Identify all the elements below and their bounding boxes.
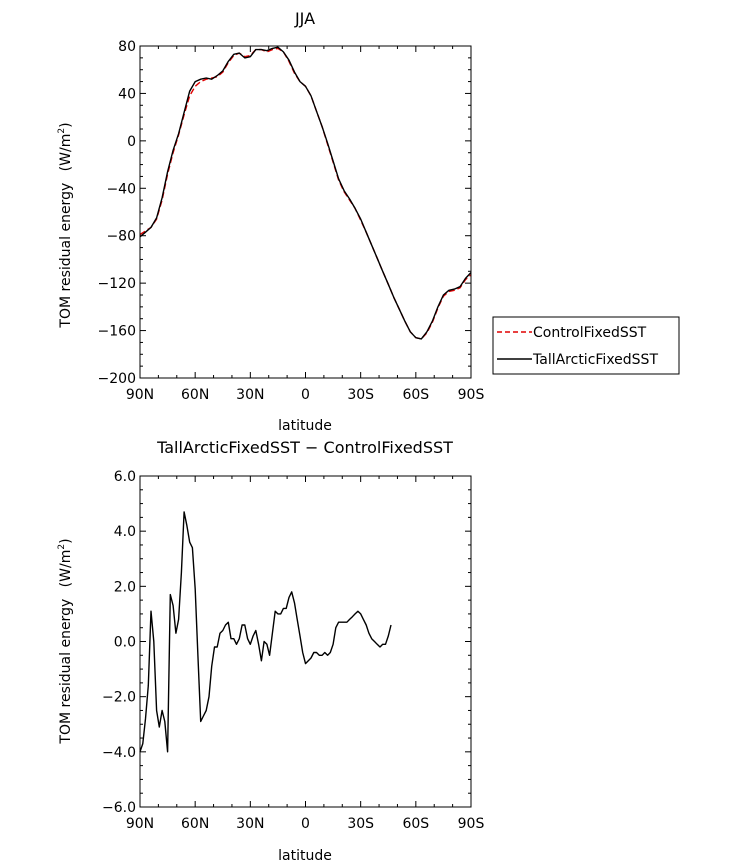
y-tick-label: −6.0 xyxy=(102,800,136,816)
series-line-difference xyxy=(139,511,392,753)
legend-label-tallarctic: TallArcticFixedSST xyxy=(532,352,658,368)
bottom-chart-title: TallArcticFixedSST − ControlFixedSST xyxy=(156,438,453,457)
top-y-axis-unit: (W/m xyxy=(58,134,74,172)
x-tick-label: 30S xyxy=(347,816,374,832)
top-x-ticks: 90N 60N 30N 0 30S 60S 90S xyxy=(126,46,485,403)
y-tick-label: −2.0 xyxy=(102,690,136,706)
x-tick-label: 0 xyxy=(301,387,310,403)
y-tick-label: −160 xyxy=(98,324,136,340)
series-line-tallarcticfixedsst xyxy=(139,46,472,340)
top-legend: ControlFixedSST TallArcticFixedSST xyxy=(492,316,680,375)
top-y-axis-label: TOM residual energy (W/m2) xyxy=(57,122,74,328)
legend-label-control: ControlFixedSST xyxy=(533,325,647,341)
y-tick-label: 80 xyxy=(118,39,136,55)
top-panel: JJA TOM residual energy (W/m2) 80 40 0 −40 −… xyxy=(57,9,680,434)
y-tick-label: −80 xyxy=(106,229,136,245)
bottom-y-axis-title: TOM residual energy xyxy=(58,599,74,745)
y-tick-label: 0 xyxy=(127,134,136,150)
top-y-axis-title: TOM residual energy xyxy=(58,183,74,329)
x-tick-label: 60N xyxy=(181,387,209,403)
bottom-plot-frame xyxy=(139,475,472,808)
top-y-axis-unit-close: ) xyxy=(58,122,74,127)
bottom-x-ticks: 90N 60N 30N 0 30S 60S 90S xyxy=(126,476,485,832)
x-tick-label: 90N xyxy=(126,387,154,403)
y-tick-label: 2.0 xyxy=(114,579,136,595)
top-x-axis-label: latitude xyxy=(278,418,332,434)
top-y-axis-unit-exponent: 2 xyxy=(57,128,67,134)
bottom-x-axis-label: latitude xyxy=(278,848,332,864)
x-tick-label: 60N xyxy=(181,816,209,832)
bottom-y-axis-unit: (W/m xyxy=(58,550,74,588)
y-tick-label: −4.0 xyxy=(102,745,136,761)
legend-box xyxy=(492,316,680,375)
bottom-y-axis-unit-close: ) xyxy=(58,538,74,543)
y-tick-label: 40 xyxy=(118,86,136,102)
top-y-ticks: 80 40 0 −40 −80 −120 −160 −200 xyxy=(98,39,471,387)
x-tick-label: 30N xyxy=(236,816,264,832)
bottom-panel: TallArcticFixedSST − ControlFixedSST TOM… xyxy=(57,438,484,864)
svg-text:TOM residual energy (W: TOM residual energy (W/m2) xyxy=(57,538,74,744)
y-tick-label: −120 xyxy=(98,276,136,292)
bottom-y-axis-unit-exponent: 2 xyxy=(57,544,67,550)
x-tick-label: 0 xyxy=(301,816,310,832)
y-tick-label: 4.0 xyxy=(114,524,136,540)
bottom-y-axis-label: TOM residual energy (W/m2) xyxy=(57,538,74,744)
x-tick-label: 60S xyxy=(402,816,429,832)
x-tick-label: 90S xyxy=(458,387,485,403)
svg-text:TOM residual energy (W: TOM residual energy (W/m2) xyxy=(57,122,74,328)
y-tick-label: 0.0 xyxy=(114,635,136,651)
x-tick-label: 90S xyxy=(458,816,485,832)
y-tick-label: −40 xyxy=(106,181,136,197)
y-tick-label: 6.0 xyxy=(114,469,136,485)
top-plot-frame xyxy=(139,45,472,379)
top-chart-title: JJA xyxy=(294,9,315,28)
x-tick-label: 30S xyxy=(347,387,374,403)
x-tick-label: 90N xyxy=(126,816,154,832)
y-tick-label: −200 xyxy=(98,371,136,387)
top-series-lines xyxy=(139,46,472,340)
x-tick-label: 30N xyxy=(236,387,264,403)
bottom-y-ticks: 6.0 4.0 2.0 0.0 −2.0 −4.0 −6.0 xyxy=(102,469,471,816)
x-tick-label: 60S xyxy=(402,387,429,403)
bottom-series-lines xyxy=(139,511,392,753)
